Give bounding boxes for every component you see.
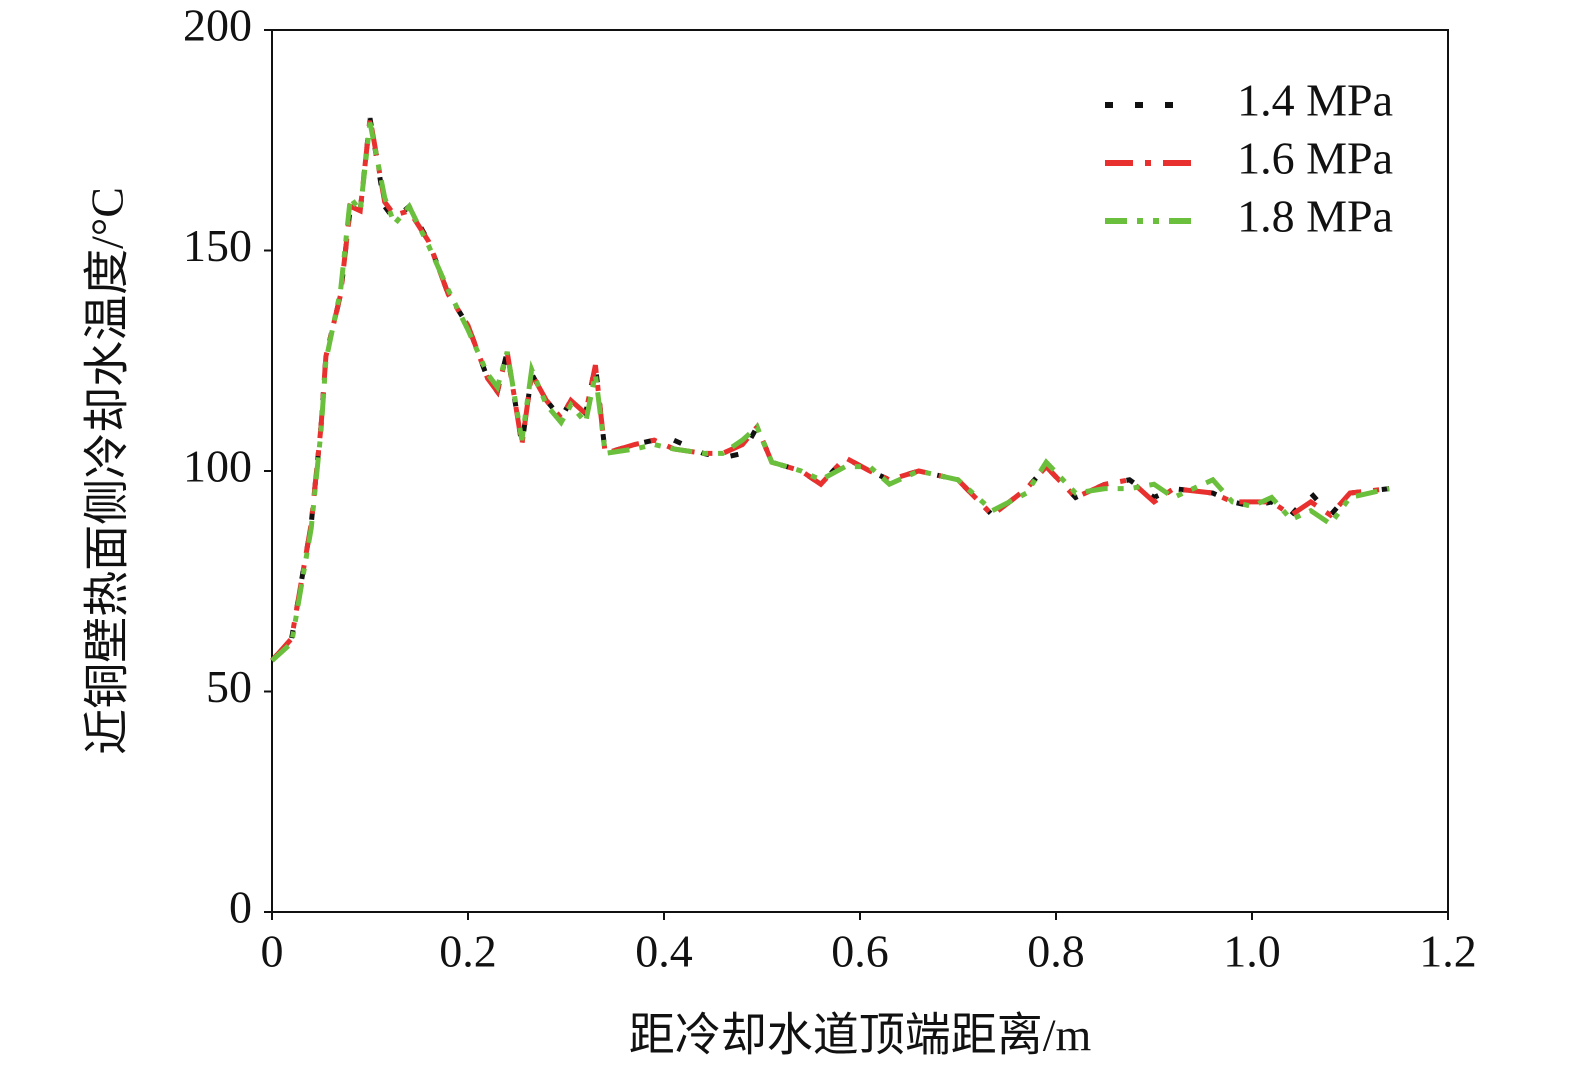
legend-label: 1.8 MPa [1237, 191, 1393, 242]
x-tick-label: 0.6 [831, 926, 889, 977]
y-axis-label: 近铜壁热面侧冷却水温度/°C [82, 187, 133, 755]
legend-label: 1.4 MPa [1237, 75, 1393, 126]
x-tick-label: 1.2 [1419, 926, 1477, 977]
data-line [270, 117, 1390, 663]
y-tick-label: 200 [183, 0, 252, 51]
x-tick-label: 1.0 [1223, 926, 1281, 977]
x-tick-label: 0.4 [635, 926, 693, 977]
y-tick-label: 100 [183, 441, 252, 492]
x-axis-label: 距冷却水道顶端距离/m [629, 1010, 1092, 1061]
data-line [270, 117, 1390, 663]
y-tick-label: 50 [206, 661, 252, 712]
x-tick-label: 0.8 [1027, 926, 1085, 977]
x-tick-label: 0 [261, 926, 284, 977]
legend-label: 1.6 MPa [1237, 133, 1393, 184]
y-tick-label: 0 [229, 882, 252, 933]
y-tick-label: 150 [183, 220, 252, 271]
x-tick-label: 0.2 [439, 926, 497, 977]
data-line [270, 122, 1390, 663]
